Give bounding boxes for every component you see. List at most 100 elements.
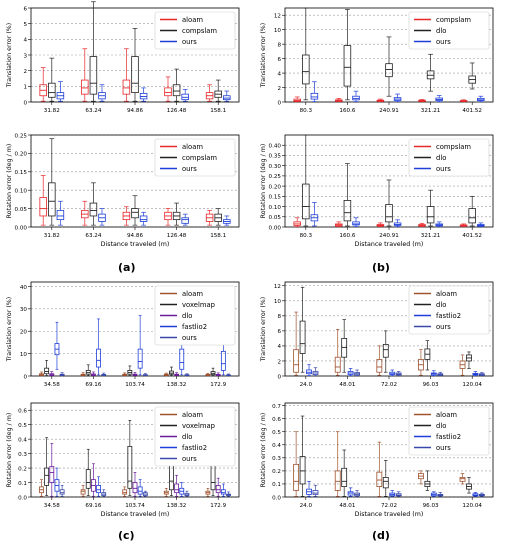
y-tick-label: 0.20 xyxy=(269,184,282,190)
box-iqr xyxy=(131,208,139,219)
y-axis-label: Rotation error (deg / m) xyxy=(260,144,267,219)
x-tick-label: 69.16 xyxy=(85,382,101,388)
box-iqr xyxy=(122,489,128,495)
box-compslam xyxy=(335,221,343,227)
box-dlo xyxy=(468,195,476,227)
box-aloam xyxy=(81,200,89,226)
legend-entry: fastlio2 xyxy=(436,312,461,320)
box-compslam xyxy=(89,1,98,102)
box-fastlio2 xyxy=(179,482,185,497)
y-tick-label: 2 xyxy=(277,86,281,92)
y-tick-label: 0.6 xyxy=(18,409,27,415)
box-iqr xyxy=(122,79,131,95)
box-ours xyxy=(184,490,190,497)
box-dlo xyxy=(426,53,435,92)
box-compslam xyxy=(293,217,301,227)
box-ours xyxy=(352,217,360,227)
box-ours xyxy=(59,485,65,497)
legend-entry: compslam xyxy=(436,16,471,24)
legend-entry: ours xyxy=(182,334,197,342)
box-compslam xyxy=(459,223,468,227)
x-tick-label: 48.01 xyxy=(339,382,355,388)
y-tick-label: 0.30 xyxy=(269,164,282,170)
y-tick-label: 30 xyxy=(20,307,28,313)
x-tick-label: 69.16 xyxy=(85,503,101,509)
y-tick-label: 6 xyxy=(277,329,281,335)
box-dlo xyxy=(341,319,348,373)
chart-c-translation: 0 10 20 30 40 Translation error (%) 34.58 69.16… xyxy=(6,281,240,388)
box-fastlio2 xyxy=(137,315,143,376)
x-tick-label: 321.21 xyxy=(421,233,441,239)
box-iqr xyxy=(48,182,56,217)
box-aloam xyxy=(122,206,131,226)
x-tick-label: 321.21 xyxy=(421,108,441,114)
box-iqr xyxy=(174,483,180,494)
box-voxelmap xyxy=(44,359,50,376)
box-aloam xyxy=(164,208,172,226)
x-tick-label: 158.1 xyxy=(210,233,226,239)
y-tick-label: 2 xyxy=(277,359,281,365)
box-ours xyxy=(352,90,360,102)
y-tick-label: 0 xyxy=(23,374,27,380)
box-dlo xyxy=(132,372,138,377)
x-tick-label: 80.3 xyxy=(300,108,313,114)
legend-entry: ours xyxy=(436,323,451,331)
x-tick-label: 172.9 xyxy=(210,382,226,388)
box-iqr xyxy=(164,87,172,97)
x-tick-label: 63.24 xyxy=(85,108,101,114)
y-axis-label: Translation error (%) xyxy=(260,23,267,88)
y-axis-label: Rotation error (deg / m) xyxy=(6,144,13,219)
legend-entry: aloam xyxy=(182,290,203,298)
x-tick-label: 160.6 xyxy=(339,108,355,114)
legend-entry: aloam xyxy=(182,16,203,24)
box-iqr xyxy=(302,54,310,85)
box-iqr xyxy=(426,206,435,224)
x-tick-label: 48.01 xyxy=(339,503,355,509)
y-tick-label: 0.3 xyxy=(18,452,27,458)
y-tick-label: 4 xyxy=(277,71,281,77)
box-ours xyxy=(310,202,319,227)
box-iqr xyxy=(334,470,341,491)
y-axis-label: Translation error (%) xyxy=(6,297,13,362)
box-iqr xyxy=(468,208,476,224)
box-compslam xyxy=(418,99,426,102)
legend-entry: compslam xyxy=(436,143,471,151)
y-tick-label: 0.15 xyxy=(269,195,282,201)
box-ours xyxy=(98,84,106,102)
box-compslam xyxy=(172,202,181,226)
box-iqr xyxy=(179,348,185,370)
box-ours xyxy=(395,491,402,497)
box-aloam xyxy=(163,487,169,497)
x-tick-label: 94.86 xyxy=(127,233,143,239)
y-tick-label: 8 xyxy=(277,314,281,320)
box-ours xyxy=(354,490,360,497)
x-tick-label: 72.02 xyxy=(381,382,397,388)
x-axis-label: Distance traveled (m) xyxy=(101,511,170,518)
box-aloam xyxy=(39,479,44,497)
legend-entry: dlo xyxy=(436,301,446,309)
box-iqr xyxy=(341,467,348,487)
box-ours xyxy=(184,373,190,377)
x-tick-label: 172.9 xyxy=(210,503,226,509)
box-iqr xyxy=(59,489,65,495)
box-fastlio2 xyxy=(389,369,396,376)
y-tick-label: 0.1 xyxy=(18,481,27,487)
box-aloam xyxy=(39,175,47,226)
legend-entry: dlo xyxy=(436,27,446,35)
box-iqr xyxy=(81,79,89,95)
box-fastlio2 xyxy=(96,476,101,497)
box-compslam xyxy=(131,195,139,226)
legend-entry: dlo xyxy=(436,154,446,162)
box-ours xyxy=(312,484,319,497)
chart-c-rotation: 0.0 0.1 0.2 0.3 0.4 0.5 0.6 Rotation error (deg… xyxy=(6,402,240,518)
x-tick-label: 96.03 xyxy=(423,503,439,509)
box-ours xyxy=(223,215,231,226)
y-tick-label: 0.25 xyxy=(269,174,282,180)
box-iqr xyxy=(382,477,389,489)
legend-box xyxy=(408,138,490,177)
box-iqr xyxy=(382,344,389,358)
legend-entry: aloam xyxy=(436,290,457,298)
x-tick-label: 103.74 xyxy=(125,503,145,509)
box-ours xyxy=(395,371,402,376)
